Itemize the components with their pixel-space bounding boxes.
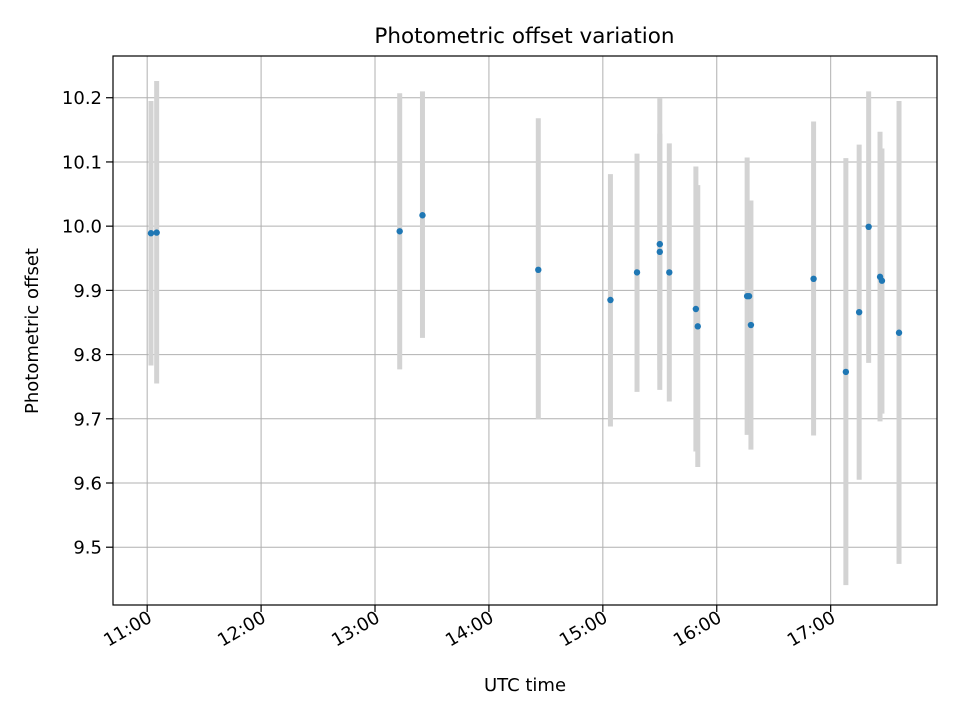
y-tick-label: 9.5 xyxy=(73,538,102,559)
data-point xyxy=(747,321,755,329)
point-layer xyxy=(147,212,903,376)
grid-layer xyxy=(113,56,937,605)
y-tick-label: 10.2 xyxy=(62,88,102,109)
data-point xyxy=(855,309,863,316)
data-point xyxy=(153,229,160,236)
y-tick-label: 9.8 xyxy=(73,345,102,366)
data-point xyxy=(865,223,872,230)
chart-title: Photometric offset variation xyxy=(374,24,674,49)
y-tick-label: 10.0 xyxy=(62,217,102,238)
plot-frame xyxy=(112,55,938,606)
data-point xyxy=(895,329,903,336)
data-point xyxy=(878,277,886,284)
data-point xyxy=(656,240,664,248)
y-tick-label: 9.6 xyxy=(73,474,102,495)
data-point xyxy=(419,212,426,219)
data-point xyxy=(396,228,403,235)
data-point xyxy=(147,230,155,237)
data-point xyxy=(607,296,614,304)
data-point xyxy=(694,323,701,330)
data-point xyxy=(633,269,641,276)
data-point xyxy=(692,305,700,313)
y-tick-label: 9.9 xyxy=(73,281,102,302)
data-point xyxy=(745,292,753,300)
y-tick-label: 10.1 xyxy=(62,152,102,173)
data-point xyxy=(810,275,817,283)
x-axis-label: UTC time xyxy=(484,675,566,696)
data-point xyxy=(842,368,850,376)
data-point xyxy=(656,248,664,256)
y-axis-label: Photometric offset xyxy=(22,248,43,414)
y-tick-label: 9.7 xyxy=(73,409,102,430)
data-point xyxy=(535,266,542,274)
data-point xyxy=(666,269,673,276)
